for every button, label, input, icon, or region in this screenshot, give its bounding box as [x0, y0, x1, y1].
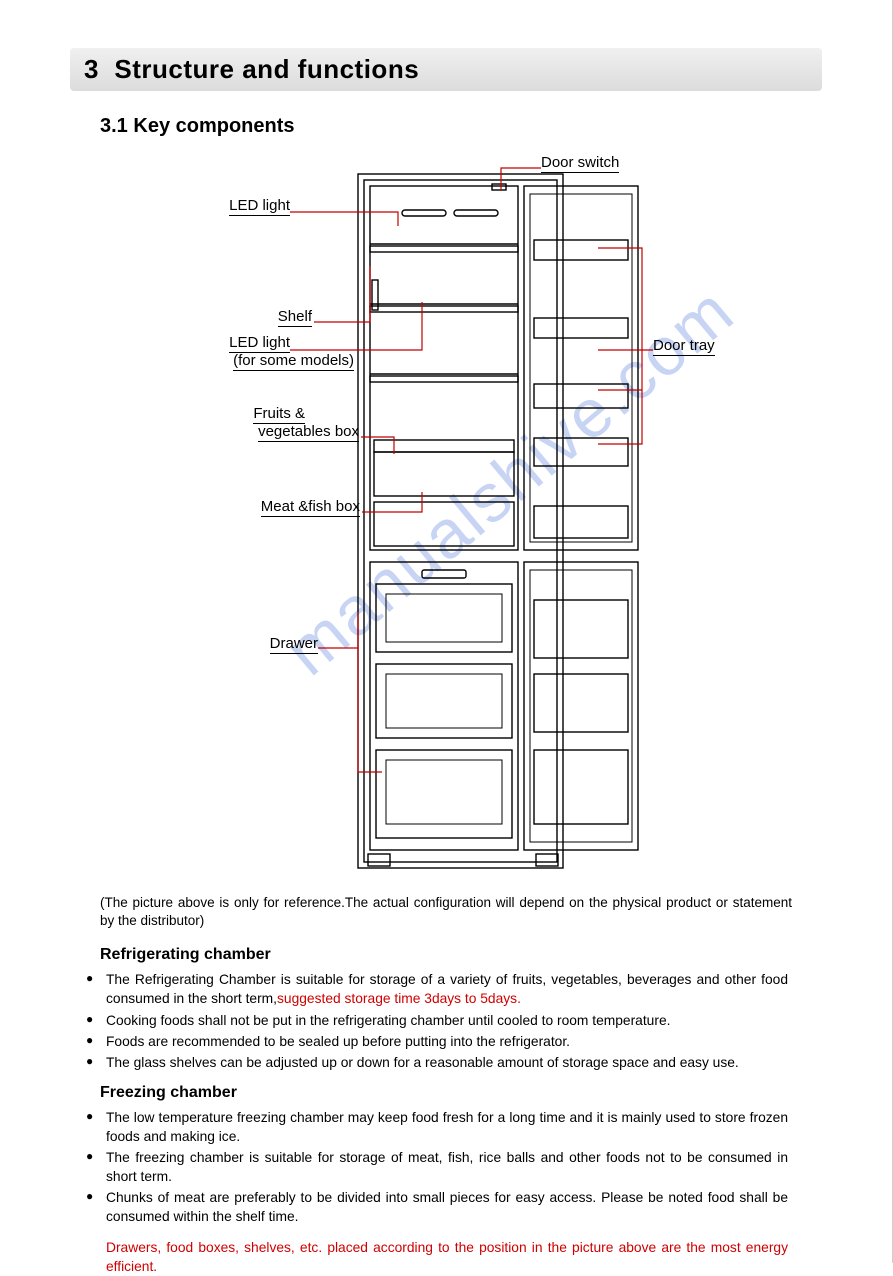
refrigerating-heading: Refrigerating chamber: [100, 946, 822, 964]
subsection-title-text: Key components: [133, 115, 294, 137]
callout-drawer: Drawer: [270, 635, 318, 654]
refrigerating-item: The Refrigerating Chamber is suitable fo…: [86, 970, 788, 1008]
freezing-heading: Freezing chamber: [100, 1084, 822, 1102]
callout-led-light-2b: (for some models): [233, 352, 354, 371]
subsection-number: 3.1: [100, 115, 128, 137]
page: 3 Structure and functions 3.1 Key compon…: [0, 0, 893, 1263]
section-title: 3 Structure and functions: [84, 54, 808, 85]
subsection-title: 3.1 Key components: [100, 115, 822, 138]
freezing-list: The low temperature freezing chamber may…: [86, 1108, 788, 1226]
callout-shelf: Shelf: [278, 308, 312, 327]
section-title-text: Structure and functions: [114, 54, 419, 84]
callout-fruits-veg: Fruits &: [253, 405, 305, 424]
callout-fruits-veg-2: vegetables box: [258, 423, 359, 442]
freezing-red-note: Drawers, food boxes, shelves, etc. place…: [106, 1238, 788, 1276]
freezing-item: The low temperature freezing chamber may…: [86, 1108, 788, 1146]
refrigerating-item: Foods are recommended to be sealed up be…: [86, 1032, 788, 1051]
refrigerating-item: The glass shelves can be adjusted up or …: [86, 1053, 788, 1072]
reference-note: (The picture above is only for reference…: [100, 894, 792, 930]
callout-led-light-2: LED light: [229, 334, 290, 353]
refrigerating-list: The Refrigerating Chamber is suitable fo…: [86, 970, 788, 1071]
subsection: 3.1 Key components manualshive.com: [70, 115, 822, 1276]
callout-door-tray: Door tray: [653, 337, 715, 356]
refrigerating-item: Cooking foods shall not be put in the re…: [86, 1011, 788, 1030]
fridge-diagram: [86, 154, 806, 874]
section-number: 3: [84, 54, 99, 84]
callout-led-light-1: LED light: [229, 197, 290, 216]
red-suffix: suggested storage time 3days to 5days.: [277, 991, 521, 1006]
freezing-item: Chunks of meat are preferably to be divi…: [86, 1188, 788, 1226]
callout-door-switch: Door switch: [541, 154, 619, 173]
section-header: 3 Structure and functions: [70, 48, 822, 91]
callout-meat-fish: Meat &fish box: [261, 498, 360, 517]
freezing-item: The freezing chamber is suitable for sto…: [86, 1148, 788, 1186]
diagram-area: manualshive.com: [86, 154, 806, 874]
